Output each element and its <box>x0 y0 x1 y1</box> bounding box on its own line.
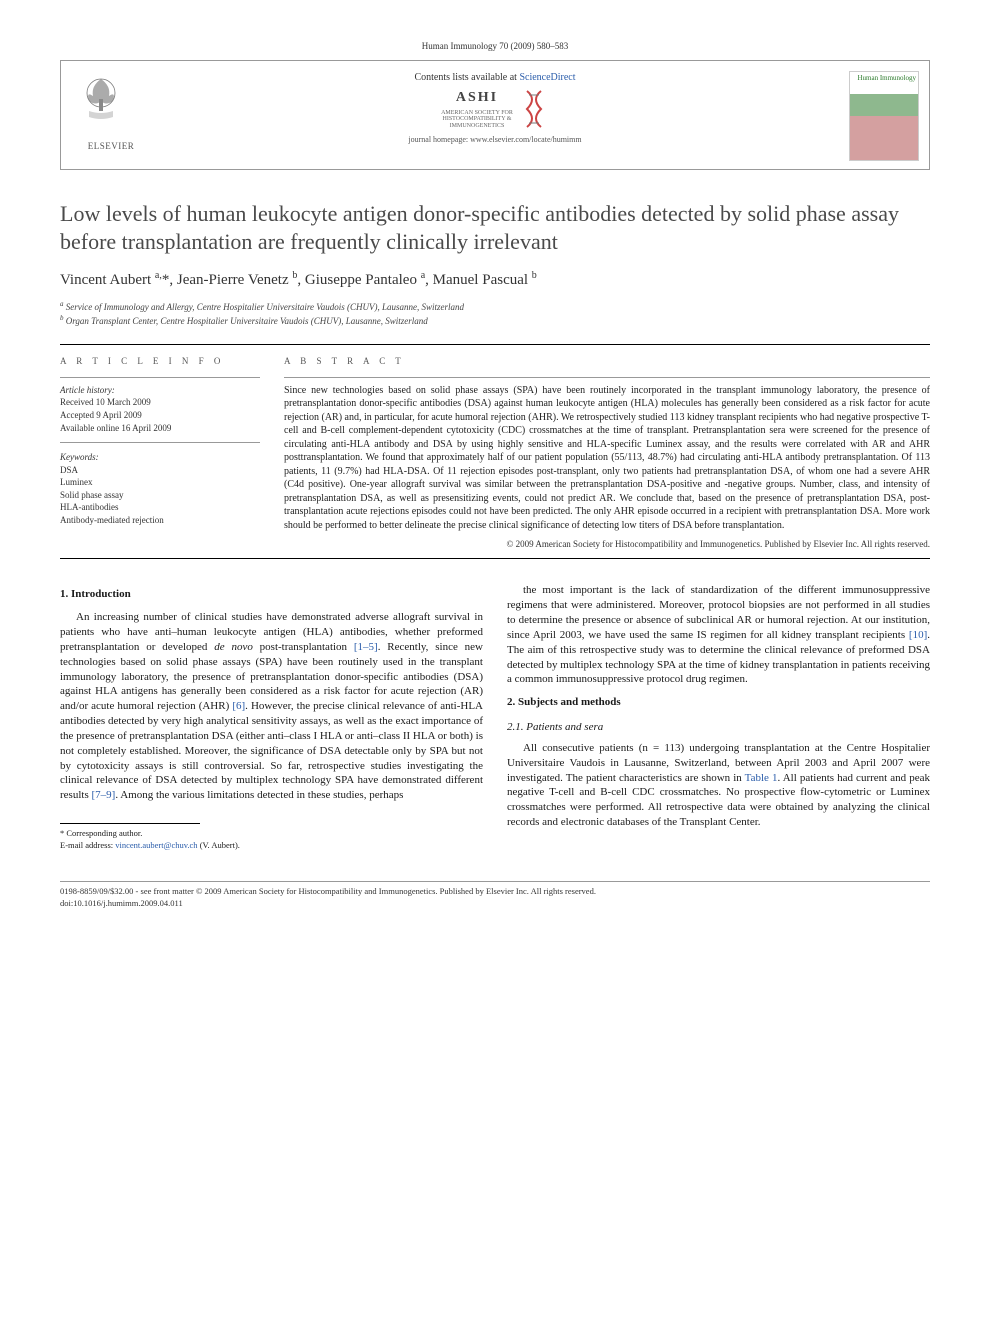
abstract-text: Since new technologies based on solid ph… <box>284 384 930 533</box>
sciencedirect-link[interactable]: ScienceDirect <box>519 72 575 83</box>
intro-paragraph: An increasing number of clinical studies… <box>60 610 483 803</box>
corr-label: * Corresponding author. <box>60 828 483 839</box>
footer-doi: doi:10.1016/j.humimm.2009.04.011 <box>60 898 930 909</box>
corr-email-label: E-mail address: <box>60 840 115 850</box>
journal-homepage: journal homepage: www.elsevier.com/locat… <box>71 135 919 146</box>
footer-copyright: 0198-8859/09/$32.00 - see front matter ©… <box>60 886 930 897</box>
publisher-name: ELSEVIER <box>71 140 151 152</box>
article-title: Low levels of human leukocyte antigen do… <box>60 200 930 255</box>
accepted-date: Accepted 9 April 2009 <box>60 409 260 422</box>
keyword: Solid phase assay <box>60 489 260 502</box>
keyword: Luminex <box>60 476 260 489</box>
history-label: Article history: <box>60 384 260 397</box>
affiliation-a: Service of Immunology and Allergy, Centr… <box>66 302 464 312</box>
abstract-label: A B S T R A C T <box>284 355 930 367</box>
online-date: Available online 16 April 2009 <box>60 422 260 435</box>
received-date: Received 10 March 2009 <box>60 396 260 409</box>
footnote-rule <box>60 823 200 824</box>
affiliations: a Service of Immunology and Allergy, Cen… <box>60 300 930 327</box>
corr-email-link[interactable]: vincent.aubert@chuv.ch <box>115 840 197 850</box>
journal-header: Human Immunology 70 (2009) 580–583 <box>60 40 930 52</box>
article-info-label: A R T I C L E I N F O <box>60 355 260 367</box>
journal-banner: ELSEVIER Contents lists available at Sci… <box>60 60 930 170</box>
publisher-block: ELSEVIER <box>71 71 151 152</box>
methods-heading: 2. Subjects and methods <box>507 695 930 710</box>
elsevier-tree-icon <box>71 71 131 131</box>
rule-top <box>60 344 930 345</box>
society-fullname: AMERICAN SOCIETY FOR HISTOCOMPATIBILITY … <box>441 110 513 130</box>
intro-heading: 1. Introduction <box>60 587 483 602</box>
keyword: DSA <box>60 464 260 477</box>
corr-name: (V. Aubert). <box>200 840 240 850</box>
methods-paragraph: All consecutive patients (n = 113) under… <box>507 741 930 830</box>
footer-block: 0198-8859/09/$32.00 - see front matter ©… <box>60 881 930 909</box>
society-abbr: ASHI <box>441 89 513 108</box>
keywords-label: Keywords: <box>60 451 260 464</box>
contents-prefix: Contents lists available at <box>414 72 519 83</box>
keyword: HLA-antibodies <box>60 501 260 514</box>
keyword: Antibody-mediated rejection <box>60 514 260 527</box>
banner-center: Contents lists available at ScienceDirec… <box>71 67 919 146</box>
article-body: 1. Introduction An increasing number of … <box>60 583 930 851</box>
affiliation-b: Organ Transplant Center, Centre Hospital… <box>66 316 428 326</box>
intro-paragraph-2: the most important is the lack of standa… <box>507 583 930 687</box>
journal-cover-thumb: Human Immunology <box>849 71 919 161</box>
rule-bottom <box>60 558 930 559</box>
article-info-column: A R T I C L E I N F O Article history: R… <box>60 355 260 551</box>
contents-available: Contents lists available at ScienceDirec… <box>71 71 919 85</box>
copyright-line: © 2009 American Society for Histocompati… <box>284 538 930 550</box>
methods-subheading: 2.1. Patients and sera <box>507 720 930 735</box>
corresponding-author: * Corresponding author. E-mail address: … <box>60 828 483 851</box>
cover-title: Human Immunology <box>850 72 918 85</box>
dna-icon <box>519 89 549 129</box>
abstract-column: A B S T R A C T Since new technologies b… <box>284 355 930 551</box>
author-list: Vincent Aubert a,*, Jean-Pierre Venetz b… <box>60 269 930 290</box>
